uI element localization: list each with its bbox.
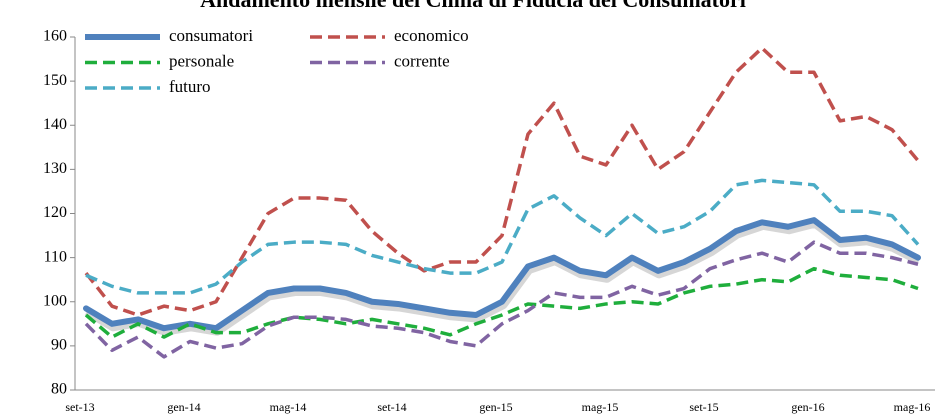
chart-title: Andamento mensile del Clima di Fiducia d… [200,0,746,12]
legend-label: personale [169,51,234,70]
y-tick-label: 90 [51,337,67,354]
y-tick-label: 140 [43,116,67,133]
x-tick-label: mag-15 [582,400,619,414]
y-tick-label: 120 [43,204,67,221]
series-line [85,178,920,295]
x-tick-label: mag-16 [894,400,931,414]
series-line [84,266,919,339]
legend-label: futuro [169,77,211,96]
x-tick-label: set-14 [377,400,406,414]
series-line [84,240,919,359]
y-tick-label: 160 [43,28,67,45]
legend-label: corrente [394,51,450,70]
y-tick-label: 110 [44,248,67,265]
y-tick-label: 130 [43,160,67,177]
x-tick-label: gen-14 [167,400,200,414]
y-tick-label: 80 [51,381,67,398]
x-tick-label: set-15 [689,400,718,414]
legend-label: consumatori [169,26,253,45]
legend-label: economico [394,26,469,45]
series-line [83,217,921,332]
x-tick-label: mag-14 [270,400,307,414]
series-line [84,46,920,317]
y-tick-label: 150 [43,72,67,89]
x-tick-label: gen-16 [791,400,824,414]
x-tick-label: set-13 [65,400,94,414]
y-tick-label: 100 [43,292,67,309]
x-tick-label: gen-15 [479,400,512,414]
